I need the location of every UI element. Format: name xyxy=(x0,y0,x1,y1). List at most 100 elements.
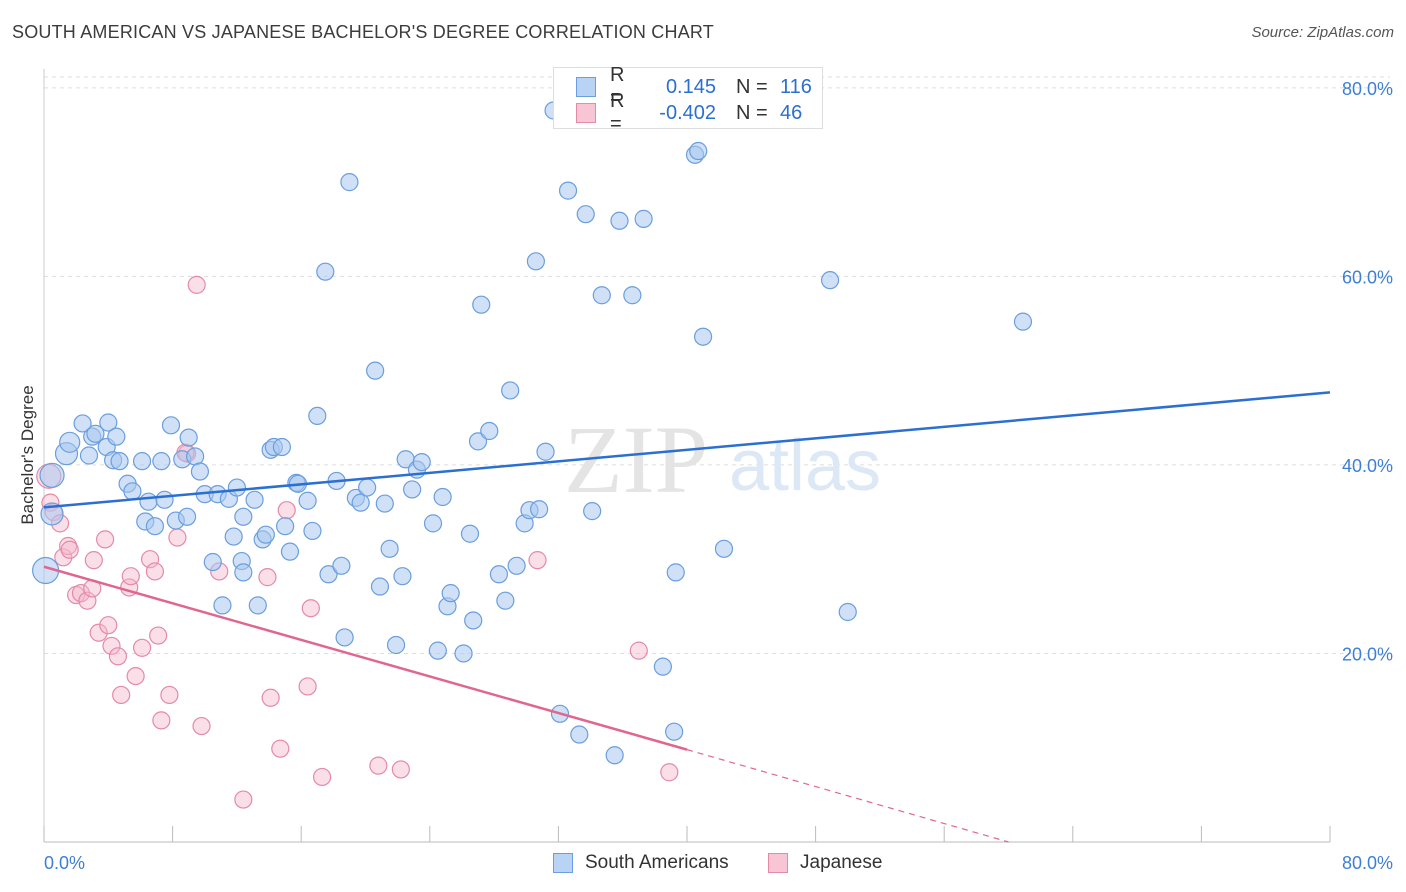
legend-n-value: 116 xyxy=(780,75,812,98)
south-american-point xyxy=(256,525,275,544)
south-american-points xyxy=(32,101,1033,765)
japanese-point xyxy=(95,530,115,549)
series-legend-south-americans: South Americans xyxy=(553,852,729,874)
south-american-point xyxy=(472,295,491,314)
south-american-point xyxy=(86,424,105,443)
south-american-point xyxy=(203,552,222,572)
y-tick-label: 60.0% xyxy=(1342,267,1393,287)
south-american-point xyxy=(689,141,708,161)
south-american-point xyxy=(280,542,300,561)
legend-swatch-pink xyxy=(576,103,596,123)
south-american-point xyxy=(380,539,399,558)
south-american-point xyxy=(190,462,210,481)
y-axis-label: Bachelor's Degree xyxy=(18,385,37,525)
south-american-point xyxy=(496,591,515,610)
japanese-point xyxy=(160,685,179,705)
south-american-point xyxy=(386,635,406,655)
japanese-point xyxy=(132,638,152,657)
source-credit: Source: ZipAtlas.com xyxy=(1251,24,1394,41)
south-american-point xyxy=(177,507,197,526)
japanese-point xyxy=(84,551,103,570)
south-american-point xyxy=(570,725,589,744)
south-american-point xyxy=(838,602,857,622)
chart-title: SOUTH AMERICAN VS JAPANESE BACHELOR'S DE… xyxy=(12,22,714,42)
series-swatch-blue xyxy=(553,853,573,873)
japanese-point xyxy=(234,790,253,809)
japanese-point xyxy=(126,666,145,686)
south-american-point xyxy=(412,452,431,472)
legend-swatch-blue xyxy=(576,77,596,97)
south-american-point xyxy=(428,641,447,660)
south-american-point xyxy=(464,611,483,630)
south-american-point xyxy=(139,492,158,511)
south-american-point xyxy=(605,746,624,765)
japanese-point xyxy=(192,716,211,736)
japanese-point xyxy=(102,636,121,656)
south-american-point xyxy=(666,563,685,582)
south-american-point xyxy=(248,596,267,615)
japanese-point xyxy=(301,599,320,618)
south-american-point xyxy=(73,414,92,433)
south-american-point xyxy=(375,494,394,513)
japanese-point xyxy=(108,647,128,666)
y-tick-labels: 20.0% 40.0% 60.0% 80.0% xyxy=(1342,79,1393,665)
japanese-point xyxy=(277,501,296,520)
legend-r-value: -0.402 xyxy=(659,101,716,124)
south-american-point xyxy=(335,628,354,647)
south-american-point xyxy=(693,327,713,346)
south-american-point xyxy=(234,507,253,526)
japanese-point xyxy=(60,540,79,559)
south-american-point xyxy=(227,478,246,497)
south-american-point xyxy=(59,431,81,453)
south-american-point xyxy=(132,452,152,471)
south-american-point xyxy=(820,271,840,290)
y-tick-label: 40.0% xyxy=(1342,456,1393,476)
legend-row-south-americans: R = 0.145 N = 116 xyxy=(576,64,812,109)
legend-n-label: N = xyxy=(736,75,768,98)
south-american-point xyxy=(558,181,578,200)
south-american-point xyxy=(501,381,520,400)
series-legend: South Americans Japanese xyxy=(0,852,1406,878)
japanese-point xyxy=(271,739,290,758)
japanese-point xyxy=(187,275,206,294)
south-american-point xyxy=(272,437,292,457)
south-american-point xyxy=(276,517,295,536)
south-american-point xyxy=(489,565,509,584)
legend-n-value: 46 xyxy=(780,101,803,124)
japanese-point xyxy=(54,548,73,567)
south-american-point xyxy=(186,447,205,466)
south-american-point xyxy=(393,567,412,586)
series-legend-japanese: Japanese xyxy=(768,852,882,874)
japanese-point xyxy=(152,711,171,730)
south-american-point xyxy=(653,657,672,676)
south-american-point xyxy=(507,556,526,575)
south-american-point xyxy=(332,556,351,575)
japanese-point xyxy=(298,677,317,696)
x-tick-labels: 0.0% 80.0% xyxy=(44,853,1393,873)
japanese-point xyxy=(528,551,547,570)
south-american-point xyxy=(152,452,171,471)
south-american-point xyxy=(610,211,629,230)
x-tick-label: 80.0% xyxy=(1342,853,1393,873)
y-tick-label: 20.0% xyxy=(1342,644,1393,664)
south-american-point xyxy=(107,427,126,446)
south-american-point xyxy=(403,480,422,499)
south-american-point xyxy=(79,446,99,465)
japanese-point xyxy=(99,616,118,635)
south-american-point xyxy=(460,524,480,543)
south-american-point xyxy=(123,482,142,501)
south-american-point xyxy=(340,173,359,192)
south-american-point xyxy=(576,205,595,224)
japanese-point xyxy=(629,641,648,660)
south-american-point xyxy=(303,521,322,541)
south-american-point xyxy=(423,514,443,533)
south-american-point xyxy=(526,252,545,271)
japanese-point xyxy=(71,584,91,603)
japanese-point xyxy=(121,567,140,586)
south-american-point xyxy=(370,577,390,596)
south-american-point xyxy=(536,442,555,461)
japanese-point xyxy=(391,760,410,779)
legend-n-label: N = xyxy=(736,101,768,124)
series-name: Japanese xyxy=(800,852,883,873)
